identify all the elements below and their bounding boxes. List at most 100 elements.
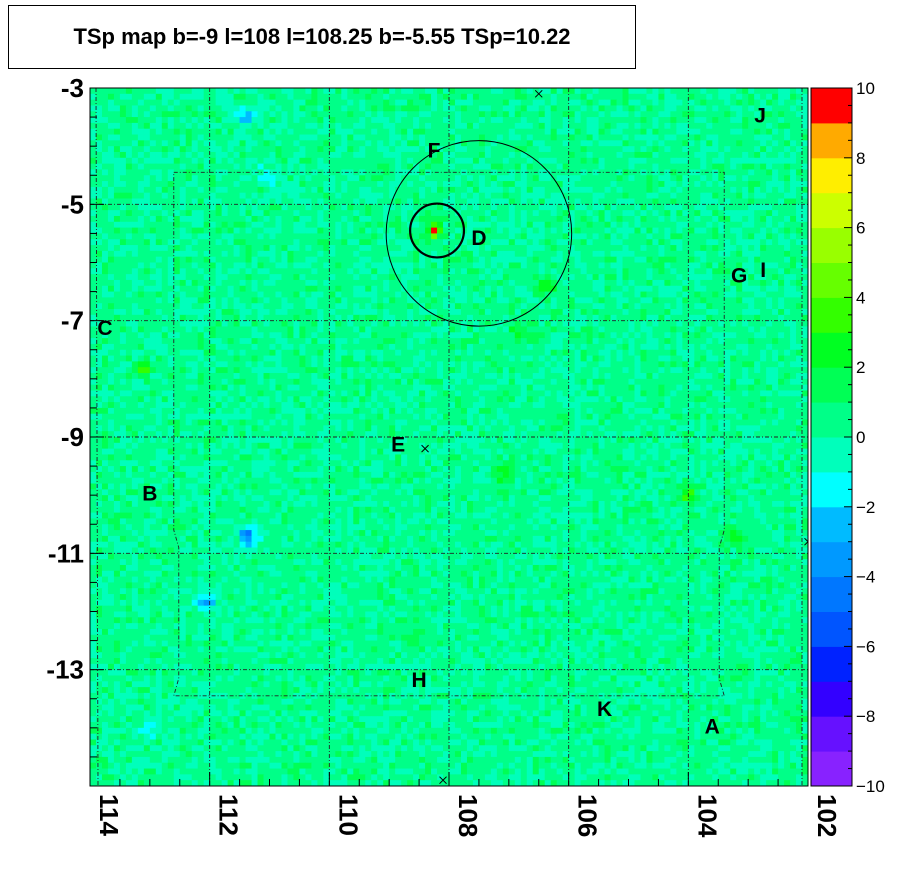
heatmap-cell — [365, 198, 372, 205]
heatmap-cell — [377, 192, 384, 200]
heatmap-cell — [538, 111, 546, 118]
heatmap-cell — [502, 192, 510, 200]
heatmap-cell — [431, 175, 438, 182]
heatmap-cell — [245, 99, 253, 107]
heatmap-cell — [610, 297, 618, 304]
heatmap-cell — [203, 314, 211, 322]
heatmap-cell — [353, 245, 360, 252]
heatmap-cell — [443, 175, 450, 182]
heatmap-cell — [772, 198, 779, 205]
heatmap-cell — [299, 111, 306, 118]
heatmap-cell — [167, 186, 175, 194]
heatmap-cell — [323, 262, 330, 269]
heatmap-cell — [694, 268, 701, 275]
heatmap-cell — [610, 245, 618, 252]
heatmap-cell — [215, 279, 223, 287]
heatmap-cell — [419, 175, 426, 182]
heatmap-cell — [646, 245, 654, 252]
heatmap-cell — [730, 134, 737, 141]
heatmap-cell — [155, 274, 163, 281]
heatmap-cell — [652, 268, 660, 275]
heatmap-cell — [496, 268, 504, 275]
heatmap-cell — [335, 221, 342, 229]
heatmap-cell — [604, 215, 612, 223]
heatmap-cell — [90, 256, 97, 264]
heatmap-cell — [694, 134, 701, 141]
heatmap-cell — [155, 250, 163, 258]
heatmap-cell — [137, 186, 145, 194]
heatmap-cell — [514, 221, 522, 229]
heatmap-cell — [658, 192, 665, 200]
heatmap-cell — [568, 210, 576, 217]
heatmap-cell — [191, 99, 199, 107]
heatmap-cell — [239, 122, 247, 130]
heatmap-cell — [305, 291, 312, 298]
heatmap-cell — [700, 215, 707, 223]
heatmap-cell — [161, 157, 169, 165]
heatmap-cell — [790, 140, 797, 147]
heatmap-cell — [287, 256, 295, 264]
heatmap-cell — [670, 175, 677, 182]
heatmap-cell — [790, 274, 797, 281]
heatmap-cell — [443, 239, 450, 246]
heatmap-cell — [604, 186, 612, 194]
heatmap-cell — [131, 245, 139, 252]
heatmap-cell — [700, 279, 707, 287]
heatmap-cell — [664, 221, 671, 229]
heatmap-cell — [191, 297, 199, 304]
heatmap-cell — [101, 268, 109, 275]
heatmap-cell — [700, 320, 707, 328]
heatmap-cell — [694, 93, 701, 101]
heatmap-cell — [119, 88, 127, 95]
heatmap-cell — [155, 285, 163, 293]
heatmap-cell — [802, 320, 808, 328]
heatmap-cell — [610, 215, 618, 223]
heatmap-cell — [574, 117, 582, 124]
heatmap-cell — [754, 233, 761, 240]
heatmap-cell — [754, 274, 761, 281]
heatmap-cell — [185, 181, 193, 188]
heatmap-cell — [628, 215, 636, 223]
heatmap-cell — [628, 221, 636, 229]
heatmap-cell — [754, 88, 761, 95]
heatmap-cell — [688, 99, 695, 107]
heatmap-cell — [341, 256, 348, 264]
heatmap-cell — [598, 151, 606, 159]
heatmap-cell — [766, 186, 773, 194]
heatmap-cell — [233, 320, 241, 328]
heatmap-cell — [443, 285, 450, 293]
heatmap-cell — [191, 163, 199, 171]
heatmap-cell — [281, 111, 289, 118]
heatmap-cell — [526, 239, 534, 246]
heatmap-cell — [682, 291, 689, 298]
heatmap-cell — [628, 291, 636, 298]
heatmap-cell — [323, 169, 330, 176]
heatmap-cell — [604, 285, 612, 293]
heatmap-cell — [682, 262, 689, 269]
heatmap-cell — [688, 140, 695, 147]
heatmap-cell — [616, 291, 624, 298]
heatmap-cell — [556, 233, 564, 240]
heatmap-cell — [419, 111, 426, 118]
heatmap-cell — [197, 93, 205, 101]
heatmap-cell — [389, 215, 396, 223]
heatmap-cell — [335, 105, 342, 112]
heatmap-cell — [802, 227, 808, 235]
heatmap-cell — [209, 140, 217, 147]
heatmap-cell — [90, 326, 97, 333]
heatmap-cell — [658, 117, 665, 124]
heatmap-cell — [520, 134, 528, 141]
heatmap-cell — [101, 309, 109, 316]
heatmap-cell — [532, 99, 540, 107]
heatmap-cell — [383, 192, 390, 200]
heatmap-cell — [419, 140, 426, 147]
heatmap-cell — [550, 99, 558, 107]
heatmap-cell — [167, 227, 175, 235]
heatmap-cell — [353, 291, 360, 298]
heatmap-cell — [646, 93, 654, 101]
heatmap-cell — [502, 303, 510, 310]
heatmap-cell — [748, 122, 755, 130]
heatmap-cell — [766, 93, 773, 101]
heatmap-cell — [574, 268, 582, 275]
heatmap-cell — [490, 146, 498, 153]
